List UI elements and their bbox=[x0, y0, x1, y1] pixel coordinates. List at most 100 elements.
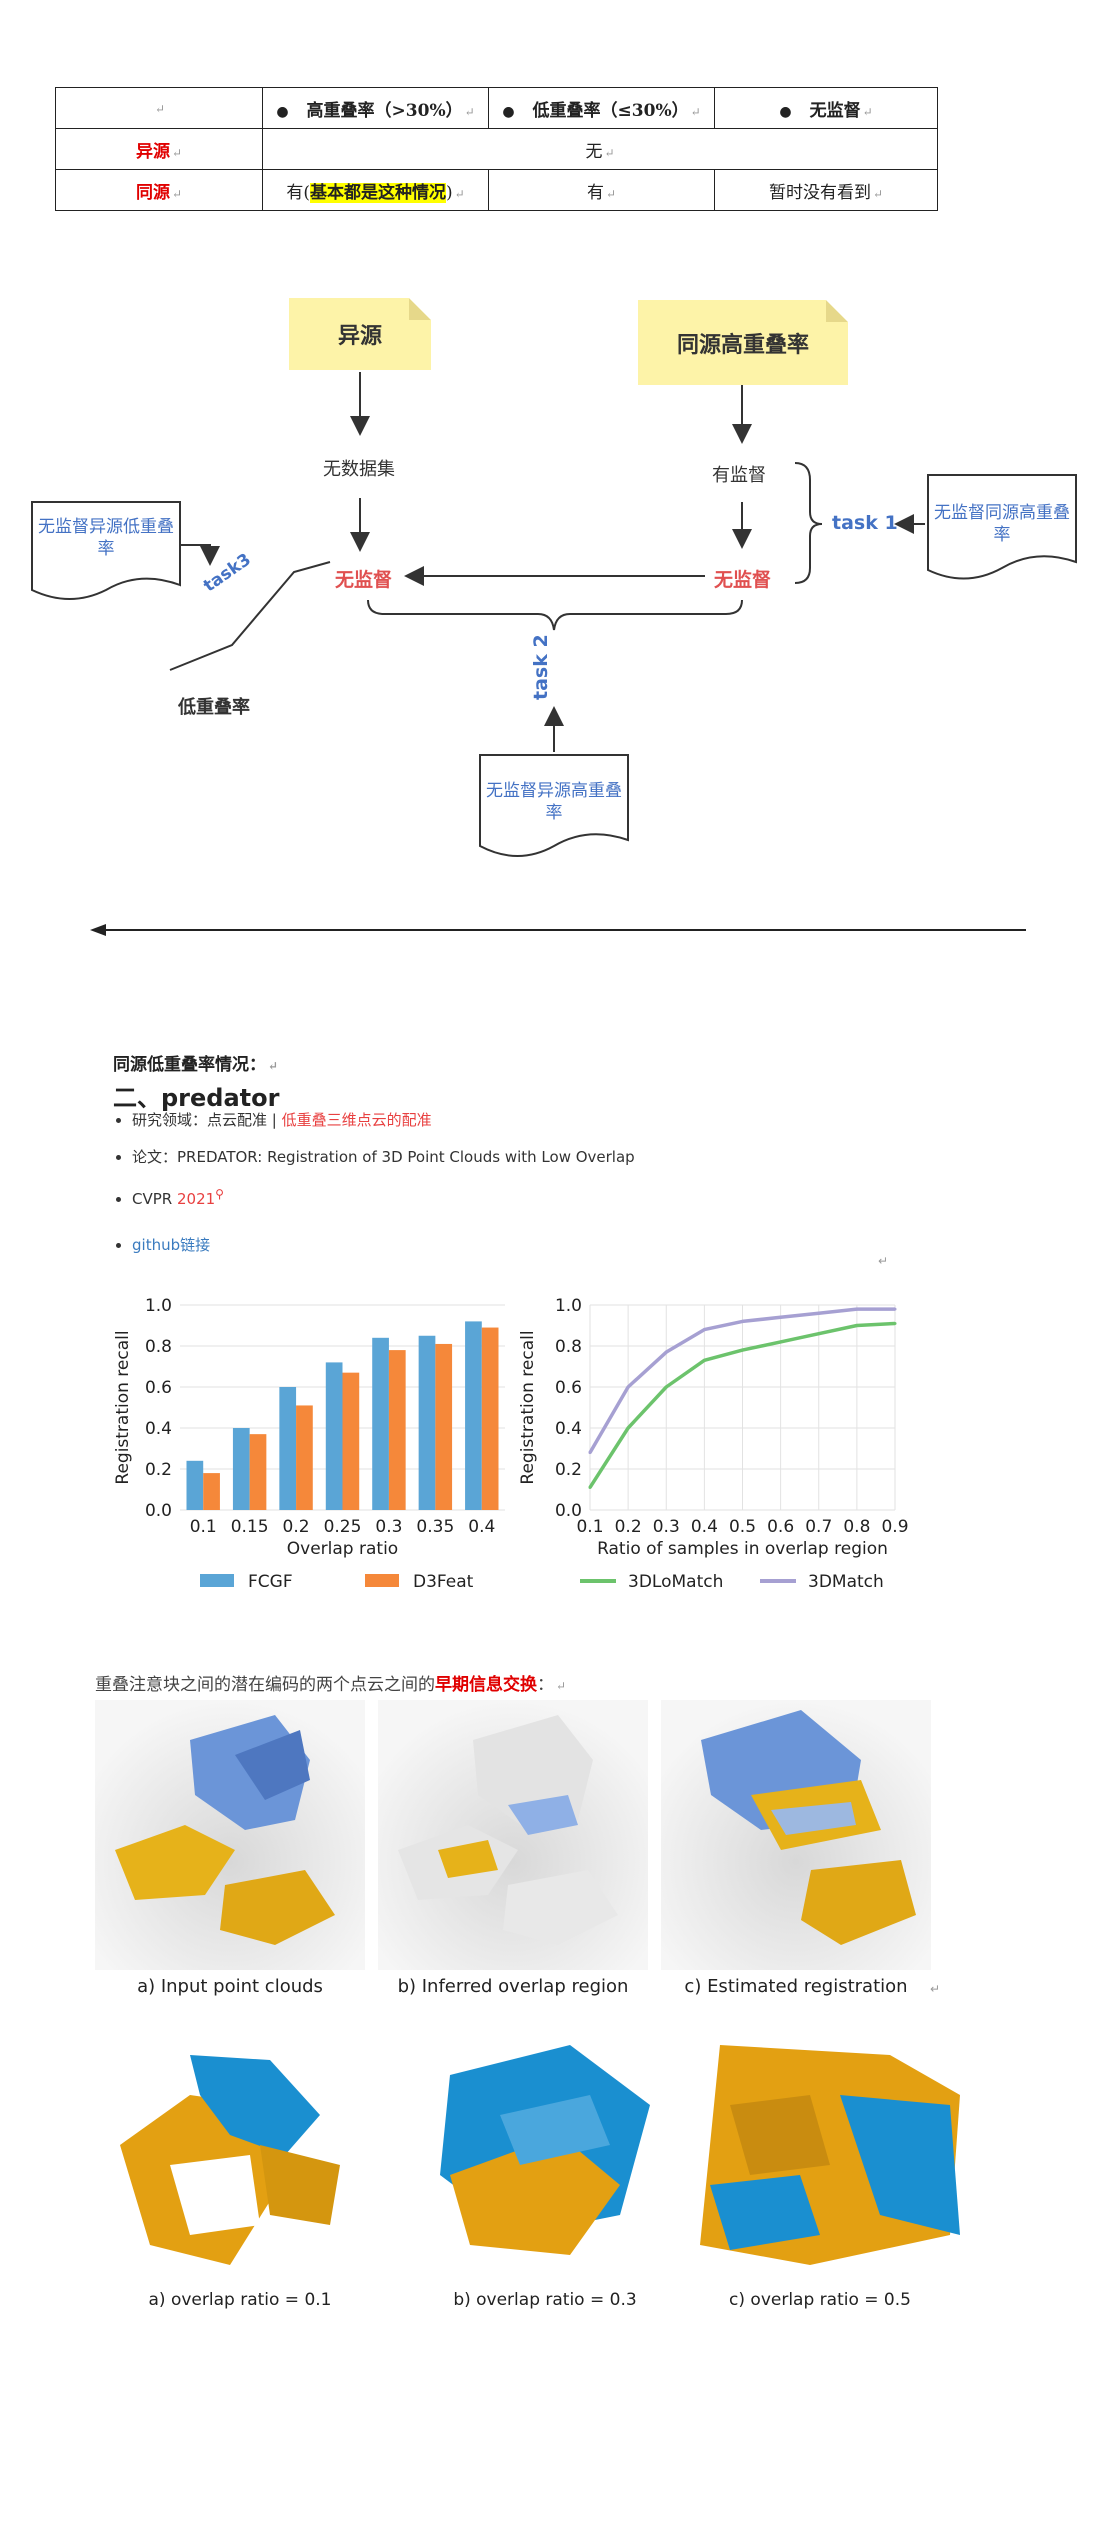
point-3dlomatch bbox=[893, 1321, 897, 1325]
table-row-homologous: 同源 ↵ 有(基本都是这种情况) ↵ 有 ↵ 暂时没有看到 ↵ bbox=[55, 169, 938, 211]
x-tick-label: 0.9 bbox=[881, 1517, 908, 1537]
label-unsup-right: 无监督 bbox=[714, 569, 772, 591]
bar-d3feat bbox=[481, 1327, 499, 1510]
bar-d3feat bbox=[296, 1405, 313, 1510]
table-corner-cell: ↵ bbox=[55, 87, 263, 129]
y-tick-label: 0.6 bbox=[145, 1378, 172, 1398]
search-icon: ⚲ bbox=[215, 1187, 224, 1201]
label-low-overlap: 低重叠率 bbox=[178, 697, 250, 718]
label-task1: task 1 bbox=[832, 512, 898, 534]
list-item-paper: 论文：PREDATOR: Registration of 3D Point Cl… bbox=[132, 1147, 635, 1167]
github-link[interactable]: github链接 bbox=[132, 1236, 211, 1254]
doc-shape-bottom bbox=[479, 754, 629, 857]
task3-line bbox=[169, 561, 331, 671]
label-unsup-left: 无监督 bbox=[335, 569, 393, 591]
diagram-connectors bbox=[31, 372, 1077, 857]
note-heterologous: 异源 bbox=[289, 298, 431, 370]
x-tick-label: 0.15 bbox=[231, 1517, 269, 1537]
panel-input-point-clouds bbox=[95, 1700, 365, 1970]
line-chart: 0.0 0.2 0.4 0.6 0.8 1.0 Registration recall Rat… bbox=[518, 1296, 909, 1592]
return-mark-2: ↵ bbox=[930, 1982, 941, 1996]
x-tick-label: 0.25 bbox=[324, 1517, 362, 1537]
bar-d3feat bbox=[388, 1350, 406, 1510]
note-homologous-high: 同源高重叠率 bbox=[638, 300, 848, 385]
x-axis-label: Overlap ratio bbox=[287, 1539, 398, 1559]
doc-text-bottom: 无监督异源高重叠率 bbox=[486, 781, 622, 823]
point-3dlomatch bbox=[779, 1340, 783, 1344]
year-link[interactable]: 2021 bbox=[176, 1190, 216, 1208]
x-tick-label: 0.1 bbox=[576, 1517, 603, 1537]
bar-d3feat bbox=[249, 1434, 267, 1510]
label-supervised: 有监督 bbox=[712, 465, 766, 486]
comparison-table: ↵ 高重叠率（>30%）↵ 低重叠率（≤30%）↵ 无监督↵ 异源↵ 无↵ 同源… bbox=[55, 87, 938, 211]
list-item-cvpr: CVPR 2021⚲ bbox=[132, 1184, 635, 1209]
bar-fcgf bbox=[465, 1321, 482, 1510]
panel-overlap-0-1 bbox=[120, 2055, 340, 2265]
registration-figure-row2 bbox=[120, 2045, 960, 2265]
panel-estimated-registration bbox=[661, 1700, 931, 1970]
y-axis-label: Registration recall bbox=[113, 1330, 133, 1484]
row-label-homologous: 同源 ↵ bbox=[55, 169, 263, 211]
bar-d3feat bbox=[203, 1473, 220, 1510]
row-label-heterologous: 异源 ↵ bbox=[55, 128, 263, 170]
y-tick-label: 1.0 bbox=[555, 1296, 582, 1316]
heterologous-merged-cell: 无 ↵ bbox=[262, 128, 938, 170]
label-no-dataset: 无数据集 bbox=[323, 459, 395, 480]
bar-fcgf bbox=[325, 1362, 343, 1510]
field-link[interactable]: 低重叠三维点云的配准 bbox=[281, 1111, 432, 1129]
panel-overlap-0-3 bbox=[440, 2045, 650, 2255]
overlap-attention-text: 重叠注意块之间的潜在编码的两个点云之间的早期信息交换： ↵ bbox=[95, 1675, 567, 1695]
doc-shape-right bbox=[927, 474, 1077, 580]
arrow-doc-to-task3 bbox=[180, 544, 220, 566]
point-3dmatch bbox=[702, 1328, 706, 1332]
caption-input: a) Input point clouds bbox=[137, 1976, 323, 1997]
doc-text-left: 无监督异源低重叠率 bbox=[38, 517, 174, 559]
x-axis-label: Ratio of samples in overlap region bbox=[597, 1539, 888, 1559]
legend-swatch-fcgf bbox=[200, 1574, 234, 1587]
y-tick-label: 0.0 bbox=[555, 1501, 582, 1521]
legend-label-fcgf: FCGF bbox=[248, 1572, 293, 1592]
registration-figure-row1 bbox=[95, 1700, 931, 1970]
homologous-low-cell: 有 ↵ bbox=[488, 169, 715, 211]
point-3dmatch bbox=[855, 1307, 859, 1311]
x-tick-label: 0.3 bbox=[653, 1517, 680, 1537]
heading-homologous-low: 同源低重叠率情况： ↵ bbox=[113, 1055, 279, 1075]
point-3dmatch bbox=[664, 1350, 668, 1354]
bar-chart: 0.0 0.2 0.4 0.6 0.8 1.0 Registration recall Ove… bbox=[113, 1296, 505, 1592]
brace-task1 bbox=[794, 462, 823, 584]
panel-overlap-0-5 bbox=[700, 2045, 960, 2265]
homologous-high-cell: 有(基本都是这种情况) ↵ bbox=[262, 169, 489, 211]
caption-inferred: b) Inferred overlap region bbox=[397, 1976, 629, 1997]
x-tick-label: 0.35 bbox=[416, 1517, 454, 1537]
point-3dlomatch bbox=[588, 1485, 592, 1489]
point-3dlomatch bbox=[741, 1348, 744, 1352]
list-item-field: 研究领域：点云配准 | 低重叠三维点云的配准 bbox=[132, 1110, 635, 1130]
return-mark: ↵ bbox=[878, 1254, 889, 1268]
x-tick-label: 0.2 bbox=[615, 1517, 642, 1537]
caption-estimated: c) Estimated registration bbox=[684, 1976, 908, 1997]
y-tick-label: 0.0 bbox=[145, 1501, 172, 1521]
homologous-unsup-cell: 暂时没有看到 ↵ bbox=[714, 169, 938, 211]
bar-fcgf bbox=[186, 1460, 204, 1510]
list-item-github: github链接 bbox=[132, 1235, 635, 1255]
legend-label-d3feat: D3Feat bbox=[413, 1572, 474, 1592]
bar-d3feat bbox=[342, 1372, 360, 1510]
point-3dmatch bbox=[588, 1451, 592, 1455]
header-low-overlap: 低重叠率（≤30%）↵ bbox=[488, 87, 715, 129]
caption-ratio-0-5: c) overlap ratio = 0.5 bbox=[729, 2290, 911, 2310]
table-row-heterologous: 异源 ↵ 无 ↵ bbox=[55, 128, 938, 170]
point-3dlomatch bbox=[626, 1426, 630, 1430]
bar-fcgf bbox=[232, 1428, 250, 1510]
point-3dmatch bbox=[779, 1315, 783, 1319]
header-high-overlap: 高重叠率（>30%）↵ bbox=[262, 87, 489, 129]
caption-ratio-0-3: b) overlap ratio = 0.3 bbox=[453, 2290, 637, 2310]
caption-ratio-0-1: a) overlap ratio = 0.1 bbox=[148, 2290, 332, 2310]
y-tick-label: 0.2 bbox=[555, 1460, 582, 1480]
brace-task2 bbox=[367, 599, 743, 631]
y-tick-label: 0.6 bbox=[555, 1378, 582, 1398]
bar-fcgf bbox=[372, 1337, 389, 1510]
bar-fcgf bbox=[279, 1387, 297, 1510]
x-tick-label: 0.7 bbox=[805, 1517, 832, 1537]
point-3dlomatch bbox=[664, 1385, 668, 1389]
point-3dmatch bbox=[817, 1311, 821, 1315]
